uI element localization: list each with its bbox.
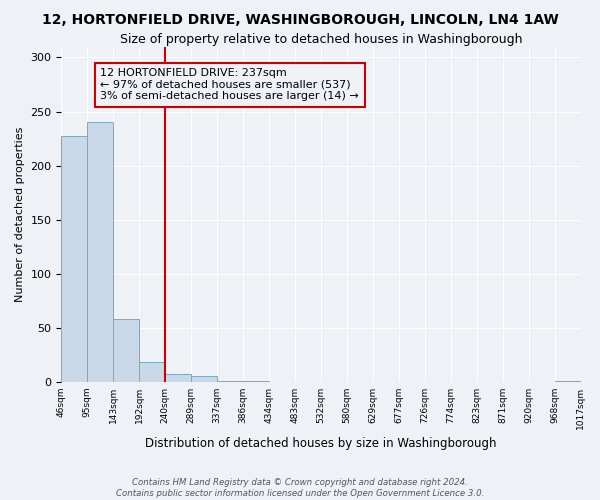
Text: Contains HM Land Registry data © Crown copyright and database right 2024.
Contai: Contains HM Land Registry data © Crown c… <box>116 478 484 498</box>
X-axis label: Distribution of detached houses by size in Washingborough: Distribution of detached houses by size … <box>145 437 497 450</box>
Bar <box>139 362 165 382</box>
Y-axis label: Number of detached properties: Number of detached properties <box>15 126 25 302</box>
Bar <box>217 380 243 382</box>
Title: Size of property relative to detached houses in Washingborough: Size of property relative to detached ho… <box>120 32 522 46</box>
Bar <box>88 122 113 382</box>
Bar <box>165 374 191 382</box>
Text: 12 HORTONFIELD DRIVE: 237sqm
← 97% of detached houses are smaller (537)
3% of se: 12 HORTONFIELD DRIVE: 237sqm ← 97% of de… <box>100 68 359 102</box>
Bar <box>554 380 581 382</box>
Bar <box>243 380 269 382</box>
Bar <box>191 376 217 382</box>
Bar <box>61 136 88 382</box>
Bar <box>113 319 139 382</box>
Text: 12, HORTONFIELD DRIVE, WASHINGBOROUGH, LINCOLN, LN4 1AW: 12, HORTONFIELD DRIVE, WASHINGBOROUGH, L… <box>41 12 559 26</box>
